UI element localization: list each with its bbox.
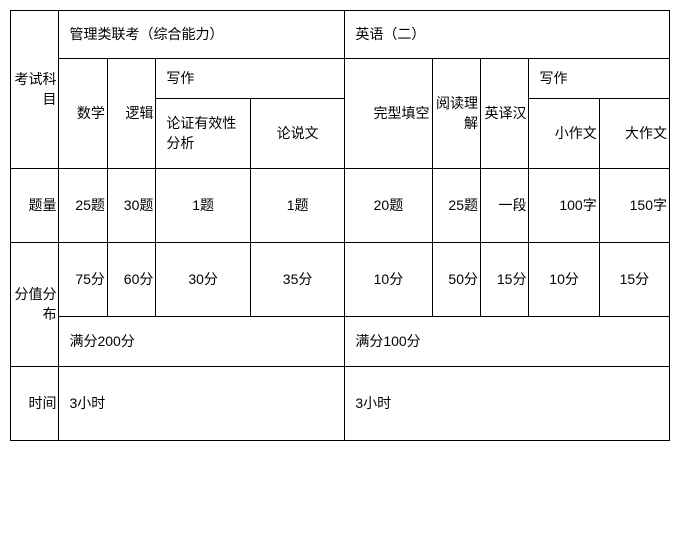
exam2-big-score: 15分: [599, 243, 669, 317]
exam2-writing-header: 写作: [529, 59, 670, 99]
exam1-logic-qty: 30题: [107, 169, 155, 243]
exam2-small-qty: 100字: [529, 169, 599, 243]
exam2-title: 英语（二）: [345, 11, 670, 59]
exam1-essay1-label: 论证有效性分析: [156, 99, 250, 169]
exam2-time: 3小时: [345, 367, 670, 441]
exam2-trans-score: 15分: [481, 243, 529, 317]
exam1-fullscore: 满分200分: [59, 317, 345, 367]
exam1-math-score: 75分: [59, 243, 107, 317]
exam1-essay1-score: 30分: [156, 243, 250, 317]
exam2-trans-qty: 一段: [481, 169, 529, 243]
table-row: 分值分布 75分 60分 30分 35分 10分 50分 15分 10分 15分: [11, 243, 670, 317]
exam1-essay2-label: 论说文: [250, 99, 344, 169]
exam2-small-label: 小作文: [529, 99, 599, 169]
exam2-cloze-qty: 20题: [345, 169, 432, 243]
exam1-math-qty: 25题: [59, 169, 107, 243]
exam2-small-score: 10分: [529, 243, 599, 317]
table-row: 题量 25题 30题 1题 1题 20题 25题 一段 100字 150字: [11, 169, 670, 243]
row-header-qty: 题量: [11, 169, 59, 243]
exam1-writing-header: 写作: [156, 59, 345, 99]
exam1-essay2-qty: 1题: [250, 169, 344, 243]
exam-structure-table: 考试科目 管理类联考（综合能力） 英语（二） 数学 逻辑 写作 完型填空 阅读理…: [10, 10, 670, 441]
exam2-reading-label: 阅读理解: [432, 59, 480, 169]
exam1-math-label: 数学: [59, 59, 107, 169]
exam1-logic-score: 60分: [107, 243, 155, 317]
exam2-big-qty: 150字: [599, 169, 669, 243]
table-row: 时间 3小时 3小时: [11, 367, 670, 441]
row-header-score: 分值分布: [11, 243, 59, 367]
table-row: 数学 逻辑 写作 完型填空 阅读理解 英译汉 写作: [11, 59, 670, 99]
exam1-essay1-qty: 1题: [156, 169, 250, 243]
exam2-cloze-score: 10分: [345, 243, 432, 317]
exam2-trans-label: 英译汉: [481, 59, 529, 169]
table-row: 满分200分 满分100分: [11, 317, 670, 367]
exam1-time: 3小时: [59, 367, 345, 441]
row-header-time: 时间: [11, 367, 59, 441]
exam2-reading-score: 50分: [432, 243, 480, 317]
exam1-essay2-score: 35分: [250, 243, 344, 317]
exam2-big-label: 大作文: [599, 99, 669, 169]
row-header-subjects: 考试科目: [11, 11, 59, 169]
exam2-reading-qty: 25题: [432, 169, 480, 243]
exam2-fullscore: 满分100分: [345, 317, 670, 367]
exam2-cloze-label: 完型填空: [345, 59, 432, 169]
table-row: 考试科目 管理类联考（综合能力） 英语（二）: [11, 11, 670, 59]
exam1-logic-label: 逻辑: [107, 59, 155, 169]
exam1-title: 管理类联考（综合能力）: [59, 11, 345, 59]
